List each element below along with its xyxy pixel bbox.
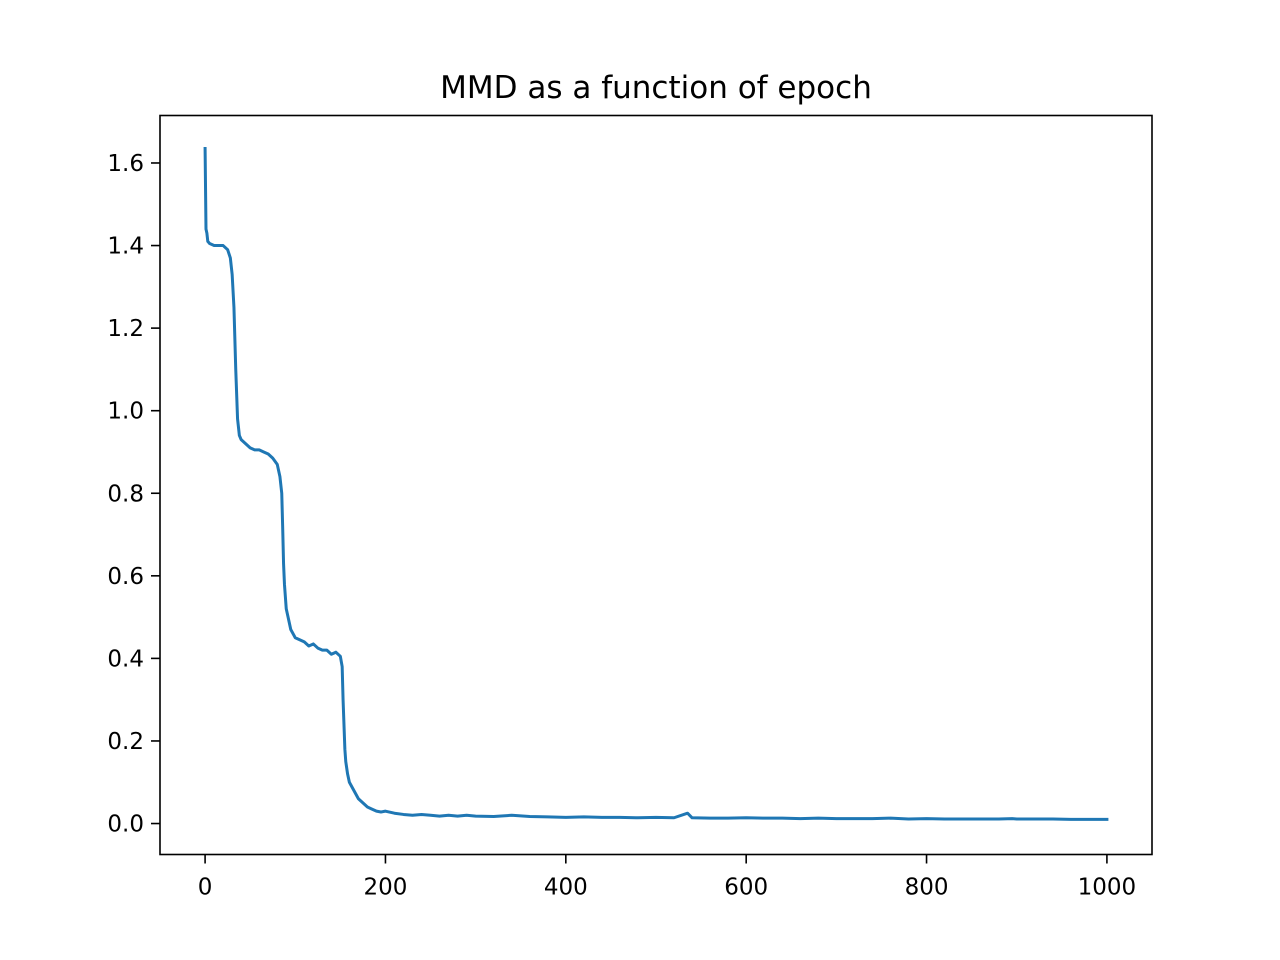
mmd-series-line [203, 147, 1109, 821]
x-tick-label: 1000 [1078, 875, 1137, 901]
y-tick-label: 1.6 [107, 151, 144, 177]
y-tick-label: 0.6 [107, 564, 144, 590]
x-tick-label: 200 [364, 875, 408, 901]
chart-title: MMD as a function of epoch [440, 70, 872, 106]
x-tick-label: 600 [724, 875, 768, 901]
plot-area [203, 147, 1109, 821]
x-tick-label: 400 [544, 875, 588, 901]
y-tick-label: 1.0 [107, 399, 144, 425]
y-tick-label: 0.4 [107, 646, 144, 672]
y-tick-label: 0.8 [107, 481, 144, 507]
x-tick-label: 0 [198, 875, 213, 901]
x-axis: 0 200 400 600 800 1000 [198, 854, 1137, 901]
y-tick-label: 1.2 [107, 316, 144, 342]
y-tick-label: 1.4 [107, 234, 144, 260]
y-tick-label: 0.0 [107, 812, 144, 838]
y-axis: 0.0 0.2 0.4 0.6 0.8 1.0 1.2 1.4 1.6 [107, 151, 160, 838]
axes-frame [159, 114, 1153, 856]
y-tick-label: 0.2 [107, 729, 144, 755]
x-tick-label: 800 [905, 875, 949, 901]
